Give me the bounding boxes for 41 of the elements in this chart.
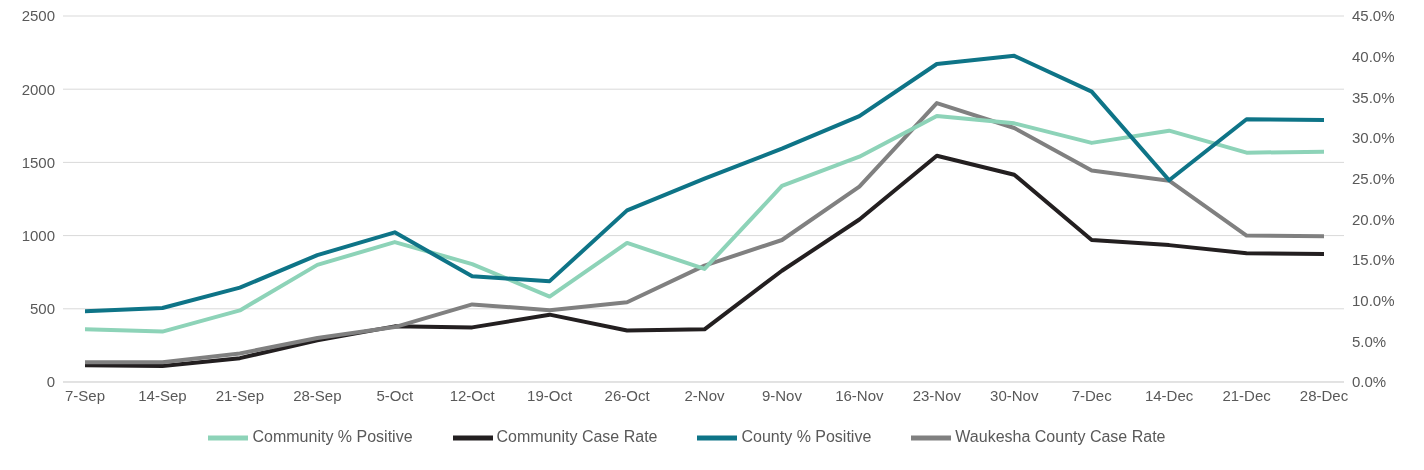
legend-label: Waukesha County Case Rate [955, 428, 1166, 446]
x-tick-label: 30-Nov [990, 386, 1039, 404]
y2-tick-label: 35.0% [1352, 88, 1395, 106]
x-tick-label: 14-Sep [138, 386, 187, 404]
y2-tick-label: 40.0% [1352, 47, 1395, 65]
line-series [85, 114, 1324, 334]
x-tick-label: 23-Nov [912, 386, 962, 404]
y2-tick-label: 30.0% [1352, 129, 1395, 147]
legend-label: County % Positive [741, 428, 872, 446]
x-tick-label: 2-Nov [684, 386, 725, 404]
x-tick-label: 26-Oct [604, 386, 651, 404]
y-tick-label: 2500 [21, 7, 55, 25]
x-tick-label: 16-Nov [835, 386, 885, 404]
x-tick-label: 5-Oct [376, 386, 414, 404]
x-tick-label: 12-Oct [449, 386, 496, 404]
line-series [85, 153, 1324, 368]
y-tick-label: 1500 [21, 153, 55, 171]
y-tick-label: 2000 [21, 80, 55, 98]
y2-tick-label: 20.0% [1352, 210, 1395, 228]
y2-tick-label: 25.0% [1352, 169, 1395, 187]
x-tick-label: 28-Sep [293, 386, 342, 404]
x-tick-label: 21-Sep [215, 386, 265, 404]
x-tick-label: 19-Oct [527, 386, 573, 404]
y-tick-label: 1000 [21, 226, 55, 244]
line-series [85, 101, 1324, 365]
legend-label: Community Case Rate [496, 428, 658, 446]
y2-tick-label: 10.0% [1352, 291, 1395, 309]
x-tick-label: 9-Nov [761, 386, 803, 404]
x-tick-label: 14-Dec [1144, 386, 1194, 404]
y-tick-label: 500 [29, 300, 55, 318]
x-tick-label: 21-Dec [1222, 386, 1272, 404]
line-series [85, 53, 1324, 314]
y2-tick-label: 5.0% [1352, 332, 1387, 350]
y2-tick-label: 15.0% [1352, 251, 1395, 269]
legend-label: Community % Positive [252, 428, 413, 446]
x-tick-label: 7-Sep [64, 386, 106, 404]
x-tick-label: 28-Dec [1299, 386, 1349, 404]
y-tick-label: 0 [46, 373, 55, 391]
x-tick-label: 7-Dec [1071, 386, 1113, 404]
y2-tick-label: 45.0% [1352, 7, 1395, 25]
y2-tick-label: 0.0% [1352, 373, 1387, 391]
